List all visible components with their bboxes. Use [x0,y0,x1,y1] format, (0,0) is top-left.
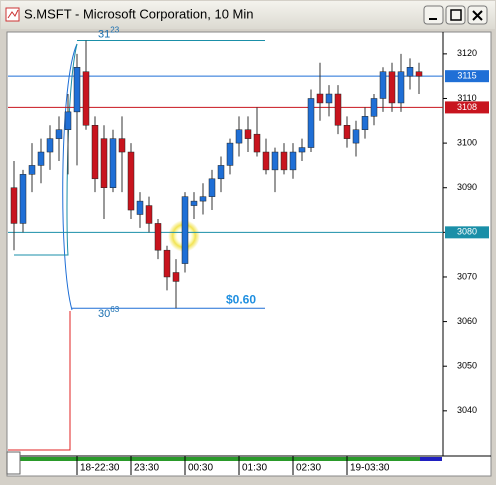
candle-body [37,151,45,166]
price-line-tag [445,70,489,83]
candle-body [280,151,288,171]
candle-body [10,187,18,224]
candle-body [145,205,153,224]
candle-body [46,138,54,153]
candle-body [100,138,108,188]
candle-body [181,196,189,264]
candle-body [55,129,63,139]
maximize-glyph [450,9,462,21]
candle-body [127,151,135,211]
candle-body [406,67,414,77]
candle-body [316,93,324,104]
candle-body [217,165,225,180]
x-tick-label: 02:30 [296,463,321,474]
price-line-label: 3108 [457,102,477,112]
minimize-button[interactable] [423,5,444,25]
candle-body [154,223,162,251]
candle-body [118,138,126,153]
candle-body [262,151,270,171]
range-label-main: 31 [98,28,110,40]
range-label-sup: 23 [110,26,119,35]
y-tick-label: 3120 [457,48,477,58]
candle-body [244,129,252,139]
y-tick-label: 3050 [457,361,477,371]
scroll-strip [8,457,442,461]
candle-body [253,133,261,153]
candle-body [271,151,279,171]
candle-body [19,174,27,224]
candle-body [91,125,99,180]
range-label: 3123 [98,26,120,41]
y-tick-label: 3070 [457,271,477,281]
x-tick-label: 18-22:30 [80,463,120,474]
measure-curve [62,43,78,311]
app-icon [5,7,20,22]
maximize-button[interactable] [445,5,466,25]
measure-curve [14,43,78,256]
price-line-label: 3080 [457,227,477,237]
candle-body [172,272,180,282]
candle-body [163,249,171,278]
y-tick-label: 3040 [457,405,477,415]
y-tick-label: 3100 [457,137,477,147]
candle-body [64,111,72,130]
candle-body [388,71,396,104]
candle-body [379,71,387,99]
price-line-label: 3115 [457,71,476,81]
candle-body [190,200,198,206]
x-tick-label: 00:30 [188,463,213,474]
candle-body [109,138,117,188]
candle-body [208,178,216,197]
price-line-tag [445,101,489,114]
y-tick-label: 3110 [457,93,476,103]
candle-body [28,165,36,175]
y-tick-label: 3090 [457,182,477,192]
range-measure-label: $0.60 [226,292,256,306]
x-tick-label: 23:30 [134,463,159,474]
app-icon-glyph [7,9,19,19]
candle-body [298,147,306,153]
candle-body [289,151,297,171]
candle-body [397,71,405,104]
candle-body [307,98,315,148]
candle-body [370,98,378,117]
close-glyph [472,10,483,21]
candle-body [235,129,243,144]
corner-box [6,451,21,475]
candle-body [73,67,81,113]
window-buttons[interactable] [423,5,488,25]
scroll-strip-end [420,457,442,461]
candle-body [136,200,144,215]
range-label-main: 30 [98,308,110,320]
candle-body [226,142,234,166]
range-label-sup: 63 [110,305,119,314]
candle-body [82,71,90,126]
candle-body [343,125,351,139]
candle-body [352,129,360,144]
title-bar [1,1,495,29]
price-line-tag [445,226,489,239]
candle-body [361,116,369,130]
y-tick-label: 3060 [457,316,477,326]
candle-body [334,93,342,126]
candle-body [415,71,423,77]
x-tick-label: 19-03:30 [350,463,390,474]
candle-body [325,93,333,104]
indicator-line [8,311,71,451]
candle-body [199,196,207,202]
window-title: S.MSFT - Microsoft Corporation, 10 Min [24,6,254,21]
x-tick-label: 01:30 [242,463,267,474]
range-label: 3063 [98,305,120,320]
plot: 3040 3050 3060 3070 3080 3090 3100 3110 3120 18-2… [8,26,489,475]
